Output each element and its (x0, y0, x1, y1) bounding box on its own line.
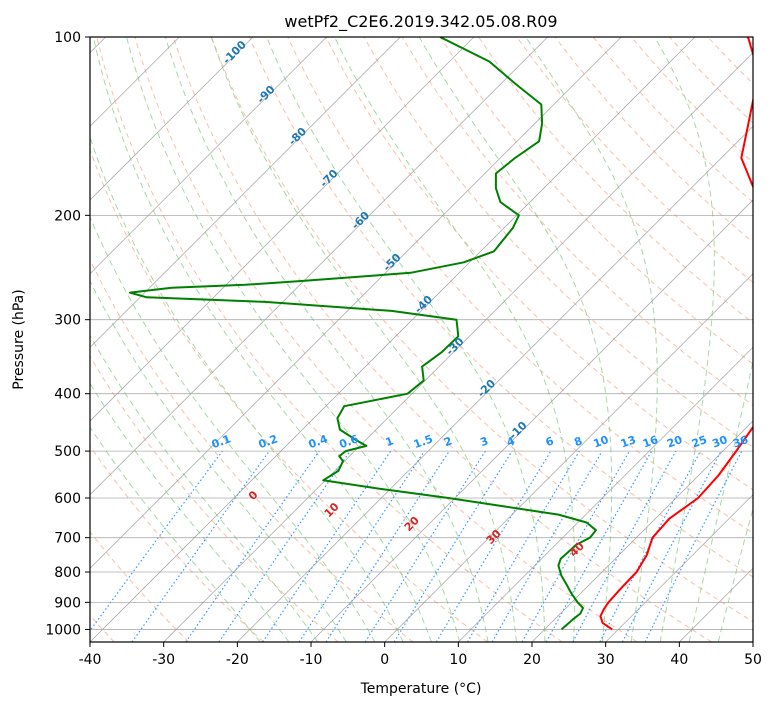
isotherm-line (90, 37, 254, 201)
x-axis-title: Temperature (°C) (360, 681, 482, 697)
mixing-ratio-line (131, 450, 270, 642)
y-tick-label: 600 (54, 491, 81, 507)
dry-adiabat-line (90, 531, 190, 642)
mixing-ratio-line (521, 450, 631, 642)
moist-adiabat-line (90, 334, 319, 642)
mixing-ratio-label: 6 (544, 434, 556, 449)
dry-adiabat-line (90, 355, 339, 642)
mixing-ratio-label: 36 (731, 433, 750, 451)
moist-adiabat-line (92, 37, 432, 642)
mixing-ratio-label: 2 (442, 434, 454, 449)
mixing-ratio-label: 10 (592, 433, 611, 451)
isotherm-line (90, 37, 548, 496)
plot-background (90, 37, 753, 642)
mixing-ratio-label: 20 (665, 433, 684, 451)
mixing-ratio-label: 4 (505, 434, 517, 449)
mixing-ratio-label: 13 (619, 433, 638, 450)
y-tick-label: 800 (54, 565, 81, 581)
isotherm-line (605, 494, 753, 642)
mixing-ratio-line (644, 450, 743, 642)
dry-adiabat-line (210, 37, 753, 623)
mixing-ratio-label: 8 (572, 434, 584, 449)
y-tick-label: 400 (54, 387, 81, 403)
dry-adiabat-line (439, 37, 753, 365)
isotherm-line (458, 346, 753, 642)
x-tick-label: 50 (744, 652, 762, 668)
mixing-ratio-label: 0.4 (307, 432, 330, 451)
mixing-ratio-label: 0.1 (210, 432, 233, 451)
isotherm-line (90, 37, 622, 569)
moist-adiabat-line (525, 37, 658, 642)
isotherm-line (752, 641, 753, 642)
isotherm-line (90, 37, 327, 275)
x-tick-label: -30 (152, 652, 175, 668)
dewpoint-profile (129, 37, 597, 631)
moist-adiabat-line (688, 358, 753, 642)
moist-adiabat-line (90, 426, 261, 642)
dry-adiabat-line (90, 445, 264, 642)
mixing-ratio-line (185, 450, 320, 642)
isotherm-line (310, 199, 753, 642)
mixing-ratio-line (298, 450, 425, 642)
moist-adiabat-line (418, 37, 613, 642)
mixing-ratio-line (545, 450, 653, 642)
isotherm-line (531, 420, 753, 642)
isotherm-line (237, 125, 753, 642)
y-tick-label: 1000 (45, 622, 81, 638)
isotherm-line (163, 52, 753, 642)
mixing-ratio-label: 3 (478, 434, 490, 449)
dry-adiabat-line (90, 148, 488, 642)
mixing-ratio-label: 16 (641, 433, 660, 451)
temperature-profile (599, 37, 753, 631)
y-tick-label: 500 (54, 444, 81, 460)
mixing-ratio-line (90, 450, 223, 632)
mixing-ratio-label: 25 (690, 433, 709, 450)
x-tick-label: 0 (380, 652, 389, 668)
moist-adiabat-line (90, 215, 376, 642)
mixing-ratio-label: 1.5 (412, 432, 435, 451)
dry-adiabat-line (90, 258, 414, 642)
y-tick-label: 700 (54, 531, 81, 547)
dry-adiabat-line (516, 37, 753, 284)
mixing-ratio-line (393, 450, 513, 642)
mixing-ratio-line (572, 450, 677, 642)
mixing-ratio-label: 30 (710, 433, 729, 451)
chart-title: wetPf2_C2E6.2019.342.05.08.R09 (284, 12, 557, 32)
moist-adiabat-line (164, 37, 489, 642)
isotherm-line (90, 37, 401, 348)
isotherm-line (90, 37, 475, 422)
moist-adiabat-line (210, 37, 517, 642)
isotherm-line (90, 37, 696, 642)
x-tick-label: -40 (79, 652, 102, 668)
x-tick-label: 40 (670, 652, 688, 668)
x-tick-label: 20 (523, 652, 541, 668)
moist-adiabat-line (717, 506, 753, 642)
moist-adiabat-line (266, 37, 546, 642)
x-tick-label: 10 (449, 652, 467, 668)
mixing-ratio-line (218, 450, 351, 642)
plot-frame (89, 36, 754, 643)
dry-adiabat-line (401, 37, 753, 406)
x-tick-label: 30 (597, 652, 615, 668)
y-axis-title: Pressure (hPa) (11, 289, 27, 389)
mixing-ratio-line (325, 450, 450, 642)
mixing-ratio-label: 1 (384, 434, 396, 449)
x-tick-label: -10 (300, 652, 323, 668)
moist-adiabat-line (90, 135, 404, 642)
mixing-ratio-label: 0.2 (257, 432, 280, 451)
moist-adiabat-line (126, 37, 461, 642)
moist-adiabat-line (654, 37, 715, 642)
mixing-ratio-line (262, 450, 392, 642)
isotherm-line (384, 273, 753, 642)
y-tick-label: 900 (54, 595, 81, 611)
y-tick-label: 300 (54, 313, 81, 329)
moist-adiabat-line (90, 382, 290, 642)
y-tick-label: 100 (54, 30, 81, 46)
dry-adiabat-line (249, 37, 753, 578)
x-tick-label: -20 (226, 652, 249, 668)
y-tick-label: 200 (54, 208, 81, 224)
mixing-ratio-label: 0.6 (338, 432, 361, 451)
